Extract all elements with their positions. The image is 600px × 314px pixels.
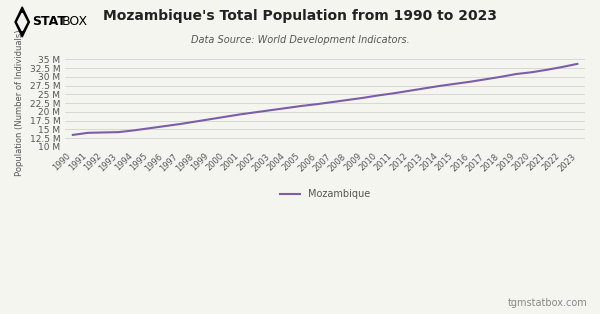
Mozambique [329,100,337,104]
Mozambique [222,115,229,119]
Y-axis label: Population (Number of Individuals): Population (Number of Individuals) [15,30,24,176]
Mozambique [69,133,76,137]
Mozambique [512,72,520,76]
Mozambique [375,94,382,97]
Mozambique [543,68,550,72]
Mozambique [360,96,367,100]
Mozambique [283,106,290,110]
Text: tgmstatbox.com: tgmstatbox.com [508,298,588,308]
Polygon shape [15,7,29,37]
Text: BOX: BOX [61,15,88,29]
Mozambique [191,120,199,123]
Mozambique [314,102,321,106]
Mozambique [130,128,137,132]
Text: Mozambique's Total Population from 1990 to 2023: Mozambique's Total Population from 1990 … [103,9,497,24]
Mozambique [344,98,352,102]
Mozambique [406,89,413,93]
Mozambique [451,82,458,86]
Mozambique [421,86,428,90]
Text: Data Source: World Development Indicators.: Data Source: World Development Indicator… [191,35,409,45]
Mozambique [238,112,245,116]
Mozambique [299,104,306,108]
Polygon shape [18,13,27,31]
Mozambique [176,122,184,126]
Mozambique [146,126,153,130]
Mozambique [467,80,474,84]
Mozambique [115,130,122,134]
Mozambique [253,110,260,114]
Mozambique [436,84,443,88]
Mozambique [559,65,566,69]
Mozambique [268,108,275,112]
Mozambique [207,117,214,121]
Legend: Mozambique: Mozambique [277,185,374,203]
Mozambique [85,131,92,135]
Line: Mozambique: Mozambique [73,64,577,135]
Mozambique [390,91,397,95]
Mozambique [497,75,505,79]
Mozambique [528,70,535,74]
Text: STAT: STAT [32,15,66,29]
Mozambique [482,77,489,81]
Mozambique [574,62,581,66]
Mozambique [100,131,107,134]
Mozambique [161,124,168,128]
